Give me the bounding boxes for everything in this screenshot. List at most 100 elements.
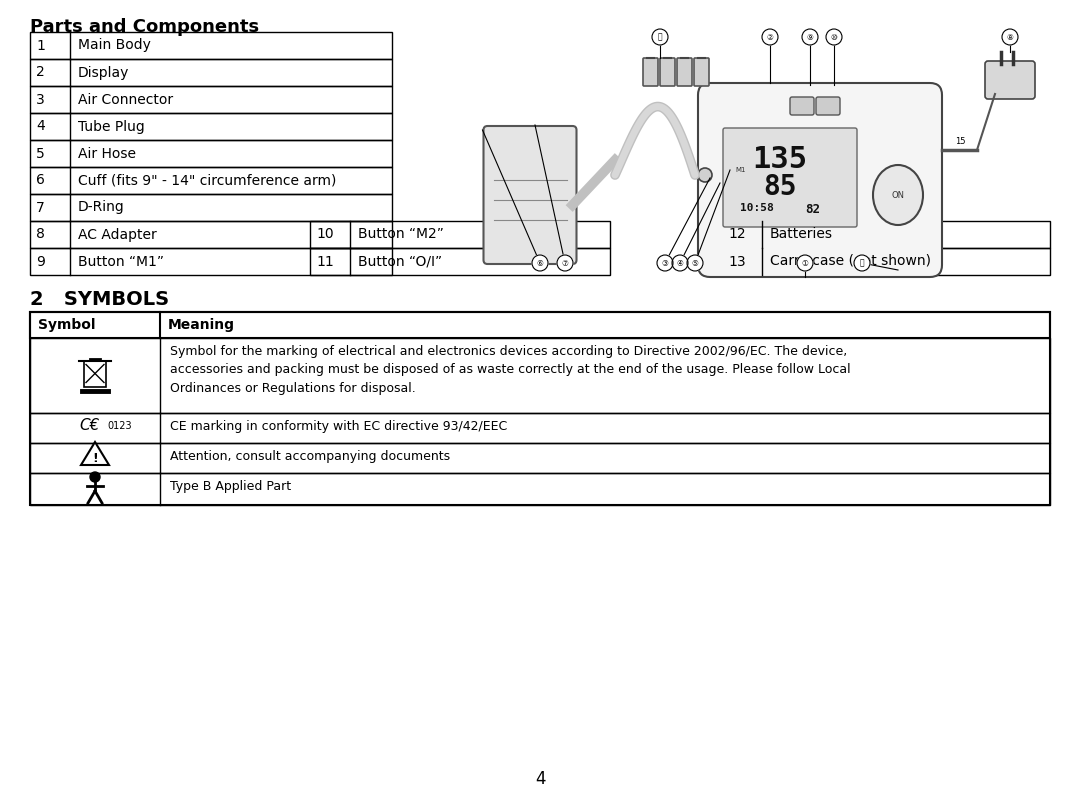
Circle shape — [687, 255, 703, 271]
Bar — [30, 194, 392, 221]
Text: ⑦: ⑦ — [562, 258, 568, 267]
FancyBboxPatch shape — [789, 97, 814, 115]
Text: Air Connector: Air Connector — [78, 92, 173, 106]
Text: 0123: 0123 — [107, 421, 132, 431]
Bar — [723, 221, 1050, 248]
Text: M1: M1 — [735, 167, 745, 173]
Text: Batteries: Batteries — [770, 228, 833, 241]
Text: ⑤: ⑤ — [691, 258, 699, 267]
Circle shape — [797, 255, 813, 271]
Text: Parts and Components: Parts and Components — [30, 18, 259, 36]
Bar — [30, 312, 1050, 505]
Bar — [30, 443, 1050, 473]
Text: ⑥: ⑥ — [537, 258, 543, 267]
Text: 13: 13 — [728, 254, 745, 268]
Text: ⑪: ⑪ — [860, 258, 864, 267]
Bar — [30, 140, 392, 167]
Text: 1: 1 — [36, 39, 45, 53]
Text: !: ! — [92, 453, 98, 466]
Text: 7: 7 — [36, 201, 44, 215]
Text: Tube Plug: Tube Plug — [78, 120, 145, 134]
Text: Button “O/I”: Button “O/I” — [357, 254, 442, 268]
Circle shape — [762, 29, 778, 45]
Circle shape — [532, 255, 548, 271]
Text: CE marking in conformity with EC directive 93/42/EEC: CE marking in conformity with EC directi… — [170, 420, 508, 433]
FancyBboxPatch shape — [677, 58, 692, 86]
Bar — [30, 113, 392, 140]
Text: ON: ON — [891, 190, 905, 199]
Bar — [310, 221, 610, 248]
Text: 8: 8 — [36, 228, 45, 241]
Text: 11: 11 — [316, 254, 334, 268]
Text: C€: C€ — [80, 419, 100, 433]
Text: 10:58: 10:58 — [740, 203, 773, 213]
Text: Display: Display — [78, 66, 130, 79]
FancyBboxPatch shape — [660, 58, 675, 86]
Text: Air Hose: Air Hose — [78, 147, 136, 160]
Text: Carry case (not shown): Carry case (not shown) — [770, 254, 931, 268]
Text: 6: 6 — [36, 173, 45, 187]
Text: 135: 135 — [753, 145, 808, 174]
Text: Button “M1”: Button “M1” — [78, 254, 164, 268]
FancyBboxPatch shape — [643, 58, 658, 86]
Circle shape — [802, 29, 818, 45]
Text: 2   SYMBOLS: 2 SYMBOLS — [30, 290, 170, 309]
Circle shape — [698, 168, 712, 182]
Circle shape — [854, 255, 870, 271]
Bar — [30, 167, 392, 194]
Text: Type B Applied Part: Type B Applied Part — [170, 480, 292, 493]
Text: 2: 2 — [36, 66, 44, 79]
Text: ⑨: ⑨ — [807, 32, 813, 41]
Circle shape — [557, 255, 573, 271]
Circle shape — [657, 255, 673, 271]
Circle shape — [652, 29, 669, 45]
Text: ⑧: ⑧ — [1007, 32, 1013, 41]
Bar — [84, 360, 106, 386]
Circle shape — [672, 255, 688, 271]
FancyBboxPatch shape — [694, 58, 708, 86]
Text: ④: ④ — [676, 258, 684, 267]
Bar — [30, 338, 1050, 413]
Text: AC Adapter: AC Adapter — [78, 228, 157, 241]
Text: Symbol for the marking of electrical and electronics devices according to Direct: Symbol for the marking of electrical and… — [170, 345, 851, 395]
Text: 10: 10 — [316, 228, 334, 241]
FancyBboxPatch shape — [484, 126, 577, 264]
Bar — [30, 86, 392, 113]
Bar — [30, 312, 1050, 338]
Bar — [723, 248, 1050, 275]
Text: 4: 4 — [36, 120, 44, 134]
Text: ⑩: ⑩ — [831, 32, 837, 41]
FancyBboxPatch shape — [985, 61, 1035, 99]
Bar — [30, 413, 1050, 443]
Text: 12: 12 — [728, 228, 745, 241]
FancyBboxPatch shape — [698, 83, 942, 277]
Text: Attention, consult accompanying documents: Attention, consult accompanying document… — [170, 450, 450, 463]
Text: Main Body: Main Body — [78, 39, 151, 53]
Text: Cuff (fits 9" - 14" circumference arm): Cuff (fits 9" - 14" circumference arm) — [78, 173, 336, 187]
Polygon shape — [81, 442, 109, 465]
Text: 5: 5 — [36, 147, 44, 160]
Bar — [30, 32, 392, 59]
Text: 85: 85 — [764, 173, 797, 201]
Text: ⑫: ⑫ — [658, 32, 662, 41]
Text: Button “M2”: Button “M2” — [357, 228, 444, 241]
Text: D-Ring: D-Ring — [78, 201, 125, 215]
Ellipse shape — [873, 165, 923, 225]
Text: ③: ③ — [662, 258, 669, 267]
Bar — [30, 221, 392, 248]
Bar — [30, 473, 1050, 505]
Circle shape — [1002, 29, 1018, 45]
FancyBboxPatch shape — [723, 128, 858, 227]
Circle shape — [90, 472, 100, 482]
Text: Meaning: Meaning — [168, 318, 235, 332]
Text: 15: 15 — [955, 137, 966, 146]
Text: 3: 3 — [36, 92, 44, 106]
Bar — [310, 248, 610, 275]
Bar — [30, 59, 392, 86]
Text: 9: 9 — [36, 254, 45, 268]
Bar — [30, 248, 392, 275]
Circle shape — [826, 29, 842, 45]
Text: 4: 4 — [535, 770, 545, 788]
Text: 82: 82 — [805, 203, 820, 216]
FancyBboxPatch shape — [816, 97, 840, 115]
